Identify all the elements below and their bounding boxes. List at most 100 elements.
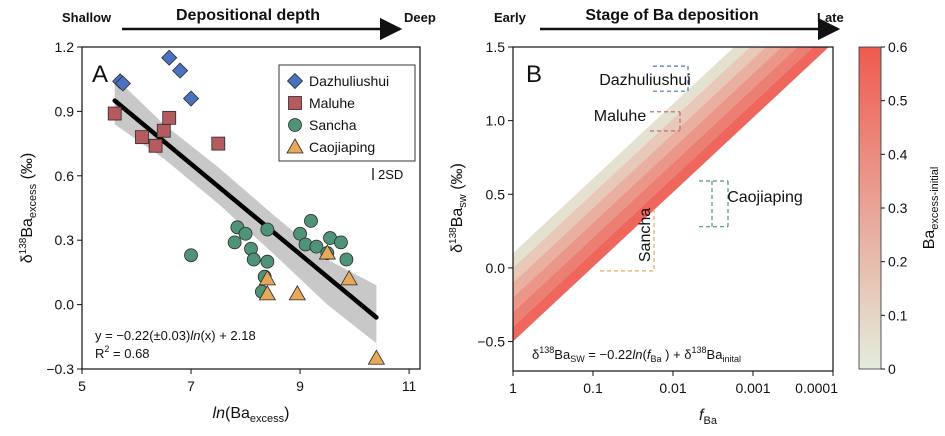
x-tick-label: 1 (509, 380, 517, 396)
legend-label-sancha: Sancha (309, 117, 357, 133)
legend-marker-sancha (288, 118, 302, 132)
point-caojiaping (258, 285, 277, 301)
point-caojiaping (340, 270, 358, 286)
y-tick-label: −0.5 (477, 334, 505, 350)
panel-b-header-title: Stage of Ba deposition (585, 7, 758, 24)
legend: Dazhuliushui Maluhe Sancha Caojiaping (278, 64, 416, 162)
panel-a-y-ticks: −0.3 0.0 0.3 0.6 0.9 1.2 (46, 39, 82, 377)
colorbar-tick-label: 0.5 (888, 93, 908, 109)
point-sancha (304, 213, 318, 228)
error-bar-label: 2SD (378, 167, 403, 182)
panel-b-header-left: Early (494, 10, 527, 25)
point-maluhe (107, 106, 122, 121)
y-tick-label: 1.0 (486, 113, 506, 129)
x-tick-label: 5 (78, 378, 86, 394)
point-caojiaping (367, 349, 386, 365)
point-sancha (260, 254, 275, 269)
point-maluhe (156, 123, 171, 138)
panel-a-x-ticks: 5 7 9 11 (78, 369, 417, 394)
model-band (513, 47, 782, 298)
colorbar-gradient (858, 46, 882, 370)
x-tick-label: 0.1 (583, 380, 603, 396)
legend-marker-caojiaping (286, 138, 304, 154)
point-maluhe (135, 130, 149, 145)
model-equation: δ138BaSW = −0.22ln(fBa ) + δ138Bainital (532, 345, 741, 364)
point-sancha (238, 226, 253, 241)
y-tick-label: 0.3 (55, 232, 75, 248)
x-tick-label: 9 (296, 378, 304, 394)
regression-equation: y = −0.22(±0.03)ln(x) + 2.18 (95, 328, 256, 343)
point-caojiaping (258, 270, 277, 286)
point-dazhuliushui (182, 90, 200, 107)
colorbar-tick-label: 0.6 (888, 39, 908, 55)
legend-marker-maluhe (288, 96, 302, 110)
point-dazhuliushui (114, 75, 131, 92)
panel-b-y-axis-title: δ138Basw (‰) (448, 163, 469, 253)
y-tick-label: −0.3 (46, 361, 74, 377)
colorbar: 0 0.1 0.2 0.3 0.4 0.5 0.6 Baexcess-initial (858, 39, 941, 377)
y-tick-label: 0.6 (55, 168, 75, 184)
panel-a-letter: A (92, 61, 108, 88)
observed-ranges: Dazhuliushui Maluhe Caojiaping Sancha (594, 65, 803, 272)
point-sancha (260, 222, 275, 237)
point-sancha (227, 235, 242, 250)
range-label-dazhuliushui: Dazhuliushui (599, 72, 691, 89)
point-sancha (246, 252, 261, 267)
model-band (513, 47, 829, 342)
legend-label-dazhuliushui: Dazhuliushui (309, 73, 389, 89)
r-squared: R2 = 0.68 (95, 344, 150, 361)
panel-a-frame (81, 46, 421, 370)
colorbar-tick-label: 0.3 (888, 200, 908, 216)
y-tick-label: 0.5 (486, 186, 506, 202)
x-tick-label: 11 (402, 378, 417, 394)
x-tick-label: 0.01 (659, 380, 686, 396)
colorbar-tick-label: 0.2 (888, 254, 908, 270)
legend-label-caojiaping: Caojiaping (309, 139, 375, 155)
legend-marker-dazhuliushui (286, 72, 304, 90)
panel-a: Shallow Depositional depth Deep 5 7 9 11 −0… (18, 7, 436, 425)
panel-a-header-title: Depositional depth (176, 7, 320, 24)
x-tick-label: 0.0001 (795, 380, 838, 396)
point-dazhuliushui (161, 49, 178, 66)
panel-b-header-right: Late (817, 10, 844, 25)
colorbar-label: Baexcess-initial (921, 167, 941, 250)
y-tick-label: 1.5 (486, 39, 506, 55)
y-tick-label: 1.2 (55, 39, 75, 55)
point-dazhuliushui (172, 62, 189, 79)
y-tick-label: 0.9 (55, 103, 75, 119)
range-label-sancha: Sancha (637, 208, 654, 262)
panel-b-x-axis-title: fBa (699, 407, 718, 427)
point-maluhe (211, 136, 226, 151)
point-sancha (309, 239, 324, 254)
panel-b: Early Stage of Ba deposition Late Dazhul… (448, 7, 941, 427)
point-maluhe (162, 110, 177, 125)
model-bands (513, 47, 829, 342)
colorbar-tick-label: 0 (888, 361, 896, 377)
data-points (107, 49, 386, 365)
colorbar-tick-label: 0.1 (888, 307, 908, 323)
range-label-maluhe: Maluhe (594, 108, 647, 125)
legend-label-maluhe: Maluhe (309, 95, 355, 111)
panel-b-letter: B (526, 61, 542, 88)
panel-b-x-ticks: 1 0.1 0.01 0.001 0.0001 (509, 371, 838, 396)
y-tick-label: 0.0 (486, 260, 506, 276)
panel-b-y-ticks: −0.5 0.0 0.5 1.0 1.5 (477, 39, 513, 350)
point-sancha (339, 252, 354, 267)
x-tick-label: 7 (187, 378, 195, 394)
point-caojiaping (288, 285, 307, 301)
point-sancha (184, 248, 198, 263)
point-maluhe (148, 138, 163, 153)
panel-a-x-axis-title: ln(Baexcess) (213, 405, 290, 425)
x-tick-label: 0.001 (735, 380, 770, 396)
panel-a-y-axis-title: δ138Baexcess (‰) (18, 153, 39, 264)
point-sancha (334, 235, 348, 250)
colorbar-tick-label: 0.4 (888, 146, 908, 162)
point-caojiaping (318, 244, 337, 260)
point-sancha (293, 226, 307, 241)
y-tick-label: 0.0 (55, 297, 75, 313)
range-label-caojiaping: Caojiaping (727, 189, 803, 206)
model-band (513, 47, 766, 283)
panel-a-header-right: Deep (404, 10, 436, 25)
panel-a-header-left: Shallow (62, 10, 112, 25)
